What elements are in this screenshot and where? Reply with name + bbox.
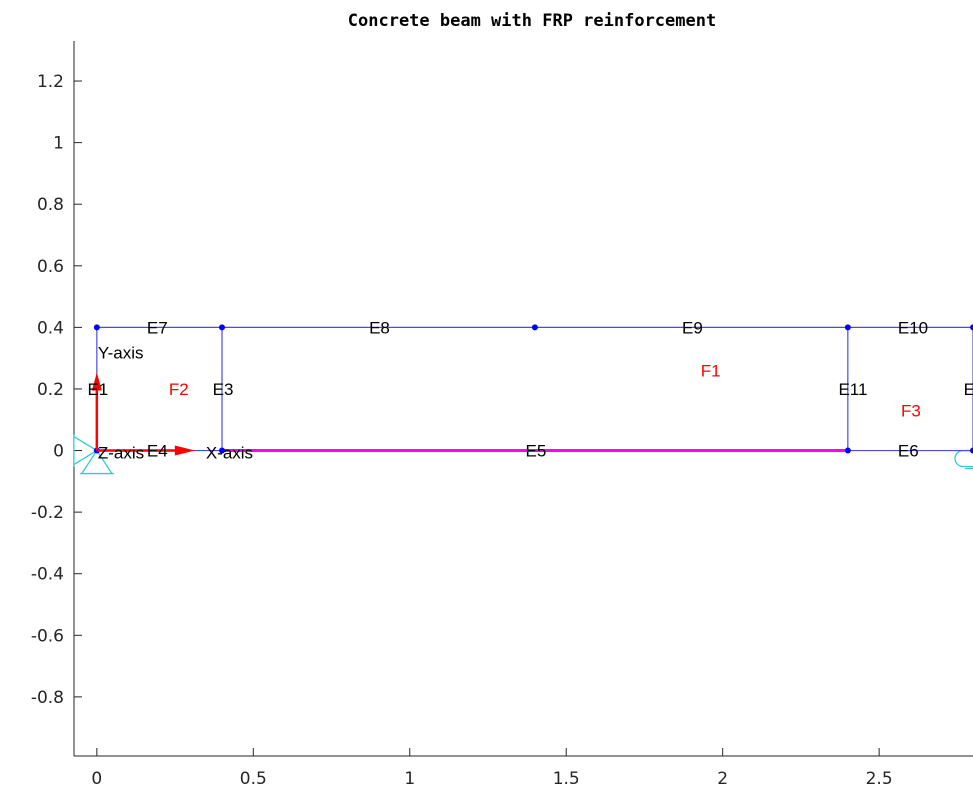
edge-label: E5 xyxy=(526,442,547,461)
x-tick-label: 1 xyxy=(404,769,415,789)
x-axis-ticks: 0 0.5 1 1.5 2 2.5 xyxy=(91,748,893,789)
y-tick-label: 1 xyxy=(53,134,64,154)
edge-label: E7 xyxy=(147,318,168,337)
x-tick-label: 1.5 xyxy=(553,769,580,789)
x-axis-label: X-axis xyxy=(206,444,253,463)
y-tick-label: -0.6 xyxy=(31,626,64,646)
node xyxy=(219,447,226,454)
x-tick-label: 0 xyxy=(91,769,102,789)
node xyxy=(844,324,851,331)
edge-label: E6 xyxy=(898,442,919,461)
nodes xyxy=(93,324,973,454)
face-label: F3 xyxy=(901,402,921,421)
y-axis-arrowhead xyxy=(91,372,102,391)
face-label: F1 xyxy=(701,361,721,380)
edge-label: E10 xyxy=(898,318,928,337)
y-axis-label: Y-axis xyxy=(98,344,144,363)
y-tick-label: 0 xyxy=(53,442,64,462)
edge-label: E3 xyxy=(213,380,234,399)
face-labels: F1 F2 F3 xyxy=(169,361,921,420)
y-tick-label: -0.2 xyxy=(31,503,64,523)
y-tick-label: 0.2 xyxy=(37,380,64,400)
x-tick-label: 2.5 xyxy=(866,769,893,789)
z-axis-label: Z-axis xyxy=(98,444,144,463)
node xyxy=(219,324,226,331)
node xyxy=(844,447,851,454)
x-tick-label: 2 xyxy=(717,769,728,789)
edge-label: E8 xyxy=(369,318,390,337)
y-tick-label: -0.4 xyxy=(31,565,64,585)
y-tick-label: -0.8 xyxy=(31,688,64,708)
y-tick-label: 0.4 xyxy=(37,318,64,338)
chart-title: Concrete beam with FRP reinforcement xyxy=(348,11,716,31)
roller-support xyxy=(954,449,973,468)
edge-label: E11 xyxy=(838,380,867,399)
node xyxy=(93,324,100,331)
edge-label: E9 xyxy=(682,318,703,337)
edge-labels: E1 E2 E3 E4 E5 E6 E7 E8 E9 E10 E11 xyxy=(87,318,973,460)
x-tick-label: 0.5 xyxy=(240,769,267,789)
y-axis-ticks: -0.8 -0.6 -0.4 -0.2 0 0.2 0.4 0.6 0.8 1 1.2 xyxy=(31,72,82,708)
edge-label: E4 xyxy=(147,442,168,461)
node xyxy=(970,324,973,331)
x-axis-arrowhead xyxy=(174,445,195,456)
face-label: F2 xyxy=(169,380,189,399)
edge-label: E1 xyxy=(87,380,108,399)
y-tick-label: 0.6 xyxy=(37,257,64,277)
node xyxy=(531,324,538,331)
edge-label: E2 xyxy=(964,380,973,399)
axes-frame xyxy=(73,41,973,757)
y-tick-label: 1.2 xyxy=(37,72,64,92)
node xyxy=(970,447,973,454)
y-tick-label: 0.8 xyxy=(37,195,64,215)
axes-triad: Y-axis X-axis Z-axis xyxy=(91,344,253,463)
